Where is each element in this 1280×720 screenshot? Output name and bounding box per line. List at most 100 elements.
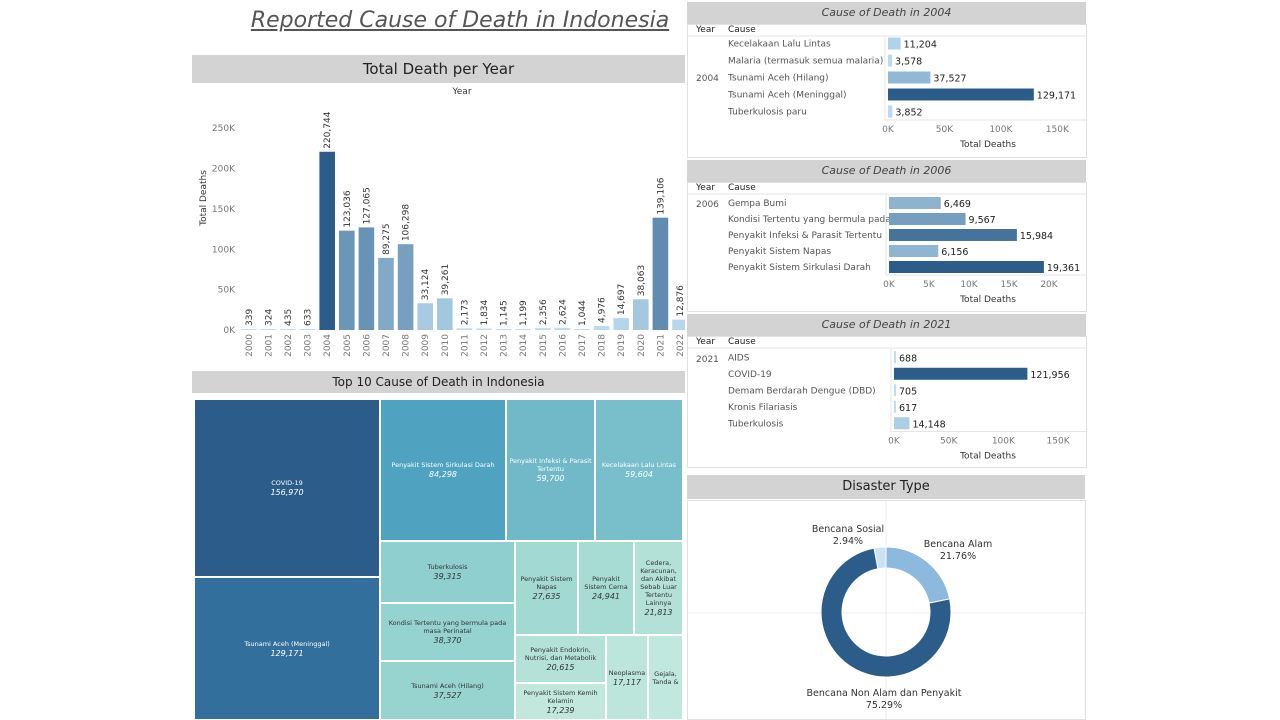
cause-bar <box>889 229 1017 241</box>
x-tick-label: 2016 <box>558 334 568 357</box>
x-tick-label: 0K <box>888 437 901 447</box>
x-tick-label: 0K <box>882 125 895 135</box>
treemap-cell: Cedera, Keracunan, dan Akibat Sebab Luar… <box>634 541 683 635</box>
cause-bar <box>894 367 1028 380</box>
y-tick-label: 0K <box>223 326 236 336</box>
treemap-cell-name: Kecelakaan Lalu Lintas <box>601 461 677 469</box>
cause-value-label: 9,567 <box>969 215 996 226</box>
cause-bar <box>889 213 966 225</box>
x-axis-label: Total Deaths <box>959 295 1016 305</box>
x-tick-label: 2006 <box>362 334 372 357</box>
bar-2013 <box>495 329 512 330</box>
cause-value-label: 688 <box>899 353 917 364</box>
cause-label: Penyakit Sistem Napas <box>728 247 831 257</box>
cause-value-label: 6,469 <box>944 199 971 210</box>
treemap-cell-name: Penyakit Sistem Napas <box>520 575 573 591</box>
treemap-cell: Penyakit Sistem Cerna 24,941 <box>578 541 634 635</box>
total-death-header: Total Death per Year <box>192 55 685 83</box>
x-tick-label: 50K <box>936 125 954 135</box>
treemap-cell-value: 156,970 <box>270 488 304 497</box>
x-tick-label: 2007 <box>382 334 392 357</box>
treemap-cell-value: 20,615 <box>546 663 575 672</box>
treemap-cell: Gejala, Tanda & <box>648 635 683 720</box>
bar-value-label: 633 <box>304 309 314 326</box>
bar-2005 <box>339 230 355 330</box>
bar-value-label: 339 <box>245 309 255 326</box>
treemap-cell-value: 129,171 <box>270 648 304 658</box>
x-tick-label: 2011 <box>460 334 470 357</box>
treemap-cell: COVID-19 156,970 <box>194 399 380 577</box>
treemap-cell-value: 39,315 <box>433 572 462 581</box>
treemap-cell-name: Tsunami Aceh (Meninggal) <box>244 639 330 648</box>
bar-2012 <box>476 328 492 330</box>
bar-2011 <box>456 328 473 330</box>
y-tick-label: 200K <box>212 165 236 175</box>
cause-value-label: 3,578 <box>895 57 922 68</box>
year-label: 2021 <box>696 355 719 365</box>
cause-bar <box>894 351 896 364</box>
total-death-chart: Year Total Deaths 0K 50K 100K 150K 200K 250K 339… <box>199 87 685 357</box>
treemap-cell-name: Neoplasma <box>608 668 646 677</box>
x-header-label: Year <box>451 87 471 97</box>
treemap-cell: Penyakit Sistem Kemih Kelamin 17,239 <box>515 683 606 720</box>
donut-slice-name: Bencana Non Alam dan Penyakit <box>807 688 962 699</box>
x-tick-label: 2017 <box>578 334 588 357</box>
cause-label: COVID-19 <box>728 370 772 380</box>
bar-value-label: 14,697 <box>617 284 627 316</box>
bar-value-label: 2,356 <box>539 299 549 325</box>
x-tick-label: 100K <box>992 437 1016 447</box>
cause-label: Tuberkulosis <box>727 419 784 429</box>
x-tick-label: 2005 <box>343 334 353 357</box>
donut-slice-pct: 2.94% <box>833 536 863 547</box>
bar-2015 <box>535 328 551 330</box>
x-axis-label: Total Deaths <box>959 452 1016 462</box>
treemap-cell-name: Penyakit Sistem Sirkulasi Darah <box>391 461 495 469</box>
bar-value-label: 12,876 <box>676 285 685 317</box>
cause-2006-header: Cause of Death in 2006 <box>687 160 1086 182</box>
top10-header: Top 10 Cause of Death in Indonesia <box>192 371 685 393</box>
donut-slice <box>820 547 952 678</box>
treemap-cell: Tuberkulosis 39,315 <box>380 541 515 603</box>
treemap-cell-value: 59,604 <box>625 470 653 479</box>
bar-2017 <box>574 329 590 330</box>
cause-value-label: 3,852 <box>895 108 922 119</box>
cause-label: Penyakit Infeksi & Parasit Tertentu <box>728 231 882 241</box>
treemap-cell-name: Kondisi Tertentu yang bermula pada masa … <box>388 619 507 635</box>
bar-value-label: 220,744 <box>323 111 333 148</box>
y-tick-label: 100K <box>212 245 236 255</box>
x-tick-label: 20K <box>1040 280 1058 290</box>
cause-label: Kronis Filariasis <box>728 403 798 413</box>
bar-2002 <box>280 329 296 330</box>
bar-value-label: 139,106 <box>656 177 666 214</box>
treemap-cell-value: 17,239 <box>546 705 575 715</box>
bar-value-label: 435 <box>284 309 294 326</box>
bar-2016 <box>554 327 571 330</box>
cause-value-label: 121,956 <box>1030 370 1069 381</box>
treemap-cell: Tsunami Aceh (Meninggal) 129,171 <box>194 577 380 720</box>
treemap-cell-name: Cedera, Keracunan, dan Akibat Sebab Luar… <box>640 559 677 607</box>
cause-label: Tsunami Aceh (Hilang) <box>727 74 829 84</box>
bar-value-label: 4,976 <box>598 297 608 323</box>
x-tick-label: 2019 <box>617 334 627 357</box>
top10-treemap: COVID-19 156,970 Tsunami Aceh (Meninggal) 1… <box>194 399 683 720</box>
col-cause-header: Cause <box>728 337 756 347</box>
dashboard-title: Reported Cause of Death in Indonesia <box>250 8 670 33</box>
x-tick-label: 100K <box>989 125 1013 135</box>
x-tick-label: 2018 <box>598 334 608 357</box>
x-tick-label: 2000 <box>245 334 255 357</box>
x-tick-label: 10K <box>960 280 978 290</box>
col-year-header: Year <box>695 25 715 35</box>
cause-label: Tsunami Aceh (Meninggal) <box>727 91 846 101</box>
x-tick-label: 5K <box>923 280 936 290</box>
x-tick-label: 2001 <box>264 334 274 357</box>
cause-label: Gempa Bumi <box>728 199 787 209</box>
bar-2003 <box>299 329 316 330</box>
col-cause-header: Cause <box>728 183 756 193</box>
bar-value-label: 1,044 <box>578 300 588 326</box>
cause-bar <box>888 37 901 50</box>
cause-bar <box>889 261 1044 273</box>
cause-value-label: 705 <box>899 386 917 397</box>
treemap-cell-value: 84,298 <box>429 470 457 479</box>
y-tick-label: 150K <box>212 205 236 215</box>
treemap-cell: Penyakit Sistem Sirkulasi Darah 84,298 <box>380 399 506 541</box>
